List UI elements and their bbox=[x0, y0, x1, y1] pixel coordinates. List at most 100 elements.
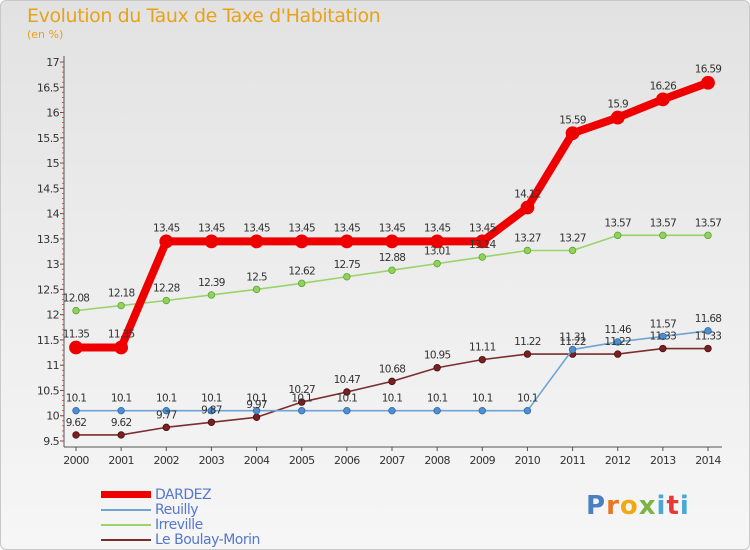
data-point-dardez bbox=[339, 234, 354, 249]
y-tick-label: 11.5 bbox=[37, 334, 60, 347]
data-label-reuilly: 11.57 bbox=[650, 318, 677, 330]
data-point-reuilly bbox=[162, 406, 170, 415]
x-tick-label: 2014 bbox=[695, 454, 721, 467]
data-point-dardez bbox=[294, 234, 309, 249]
y-tick-label: 12.5 bbox=[37, 283, 60, 296]
data-label-le-boulay-morin: 10.47 bbox=[334, 374, 361, 386]
data-label-irreville: 12.28 bbox=[153, 283, 180, 295]
data-point-le-boulay-morin bbox=[523, 350, 532, 358]
data-label-reuilly: 10.1 bbox=[291, 393, 312, 405]
data-label-dardez: 13.45 bbox=[288, 222, 315, 234]
data-point-reuilly bbox=[478, 406, 486, 415]
data-point-irreville bbox=[388, 266, 396, 274]
y-tick-label: 9.5 bbox=[43, 435, 59, 448]
y-tick-label: 10.5 bbox=[37, 384, 60, 397]
data-point-dardez bbox=[520, 200, 535, 215]
legend-label-le-boulay-morin: Le Boulay-Morin bbox=[155, 532, 260, 548]
data-label-reuilly: 10.1 bbox=[382, 393, 403, 405]
legend-swatch-dardez bbox=[101, 491, 151, 498]
data-label-le-boulay-morin: 9.62 bbox=[66, 417, 87, 429]
y-tick-label: 15.5 bbox=[37, 132, 60, 145]
data-point-reuilly bbox=[117, 406, 125, 415]
data-label-irreville: 13.27 bbox=[559, 232, 586, 244]
data-label-le-boulay-morin: 9.97 bbox=[246, 399, 267, 411]
data-point-reuilly bbox=[523, 406, 532, 415]
data-point-le-boulay-morin bbox=[117, 431, 125, 439]
legend-swatch-le-boulay-morin bbox=[101, 539, 151, 541]
data-point-dardez bbox=[565, 126, 580, 141]
data-label-le-boulay-morin: 11.33 bbox=[650, 331, 677, 343]
data-label-dardez: 16.59 bbox=[695, 64, 722, 76]
data-label-dardez: 16.26 bbox=[650, 80, 678, 92]
data-point-le-boulay-morin bbox=[252, 413, 261, 421]
data-label-dardez: 13.45 bbox=[379, 222, 406, 234]
data-label-irreville: 13.14 bbox=[469, 239, 497, 251]
data-point-irreville bbox=[568, 246, 577, 255]
data-label-irreville: 12.62 bbox=[288, 265, 315, 277]
data-label-dardez: 15.9 bbox=[607, 99, 628, 111]
data-label-irreville: 12.39 bbox=[198, 277, 225, 289]
logo-letter: i bbox=[656, 491, 667, 521]
data-point-irreville bbox=[433, 259, 441, 268]
data-point-le-boulay-morin bbox=[478, 355, 486, 364]
data-label-le-boulay-morin: 9.62 bbox=[111, 417, 132, 429]
data-label-reuilly: 10.1 bbox=[517, 393, 538, 405]
data-point-dardez bbox=[159, 234, 174, 249]
logo-letter: x bbox=[638, 491, 657, 521]
data-point-dardez bbox=[249, 234, 264, 249]
data-point-le-boulay-morin bbox=[298, 398, 306, 406]
y-tick-label: 14.5 bbox=[37, 182, 60, 195]
data-point-irreville bbox=[252, 285, 261, 294]
data-label-le-boulay-morin: 10.27 bbox=[288, 384, 315, 396]
legend-label-dardez: DARDEZ bbox=[155, 487, 212, 503]
logo-letter: P bbox=[586, 491, 607, 521]
data-label-irreville: 12.88 bbox=[379, 252, 406, 264]
data-point-le-boulay-morin bbox=[207, 418, 216, 427]
x-tick-label: 2006 bbox=[334, 454, 360, 467]
x-tick-label: 2000 bbox=[63, 454, 89, 467]
x-tick-label: 2010 bbox=[515, 454, 541, 467]
y-tick-label: 13 bbox=[46, 258, 59, 271]
data-label-reuilly: 10.1 bbox=[246, 393, 267, 405]
data-label-reuilly: 10.1 bbox=[337, 393, 358, 405]
data-label-le-boulay-morin: 9.87 bbox=[201, 404, 222, 416]
data-point-le-boulay-morin bbox=[388, 377, 396, 386]
data-point-dardez bbox=[114, 340, 129, 355]
x-tick-label: 2009 bbox=[469, 454, 495, 467]
data-point-reuilly bbox=[298, 406, 306, 415]
data-point-le-boulay-morin bbox=[704, 344, 712, 353]
legend-label-irreville: Irreville bbox=[155, 517, 203, 533]
data-point-irreville bbox=[117, 301, 125, 310]
data-label-le-boulay-morin: 10.95 bbox=[424, 350, 451, 362]
data-label-reuilly: 11.31 bbox=[559, 332, 586, 344]
data-label-irreville: 12.08 bbox=[63, 293, 90, 305]
x-tick-label: 2011 bbox=[560, 454, 586, 467]
y-tick-label: 16 bbox=[46, 107, 59, 120]
data-point-reuilly bbox=[568, 345, 577, 354]
data-label-le-boulay-morin: 11.22 bbox=[559, 336, 586, 348]
data-label-reuilly: 10.1 bbox=[156, 393, 177, 405]
data-point-reuilly bbox=[388, 406, 396, 415]
data-label-le-boulay-morin: 11.33 bbox=[695, 331, 722, 343]
proxiti-logo: Proxiti bbox=[586, 491, 690, 521]
chart-subtitle: (en %) bbox=[27, 28, 64, 41]
data-label-dardez: 13.45 bbox=[153, 222, 180, 234]
data-point-irreville bbox=[72, 306, 80, 315]
data-label-dardez: 15.59 bbox=[559, 114, 586, 126]
data-label-irreville: 13.01 bbox=[424, 246, 451, 258]
data-point-reuilly bbox=[343, 406, 351, 415]
data-point-irreville bbox=[343, 273, 351, 281]
data-point-dardez bbox=[430, 234, 445, 249]
x-tick-label: 2003 bbox=[199, 454, 225, 467]
data-point-reuilly bbox=[659, 332, 667, 341]
data-label-dardez: 11.35 bbox=[108, 329, 135, 341]
data-point-reuilly bbox=[252, 406, 261, 415]
x-tick-label: 2001 bbox=[108, 454, 134, 467]
logo-letter: r bbox=[606, 491, 620, 521]
x-tick-label: 2005 bbox=[289, 454, 315, 467]
data-label-irreville: 13.57 bbox=[695, 217, 722, 229]
x-tick-label: 2002 bbox=[153, 454, 179, 467]
data-point-reuilly bbox=[433, 406, 441, 415]
data-label-le-boulay-morin: 9.77 bbox=[156, 409, 177, 421]
